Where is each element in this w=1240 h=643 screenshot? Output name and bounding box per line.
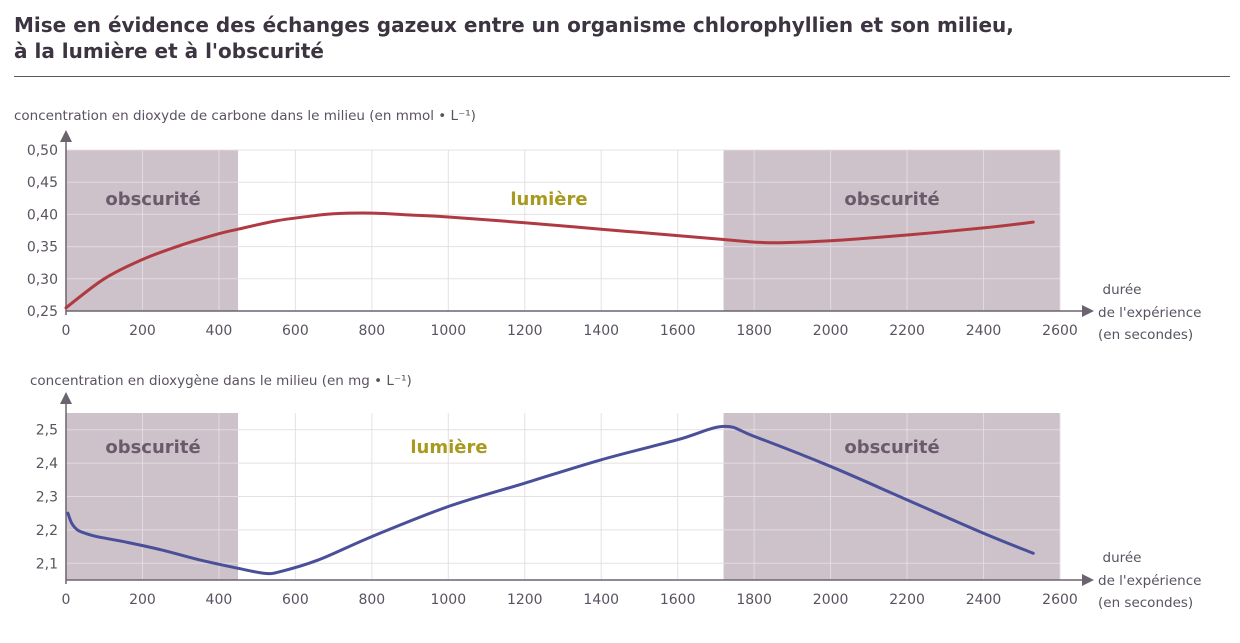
co2-x-tick-label-6: 1200 <box>507 323 543 339</box>
o2-y-tick-label-2: 2,3 <box>36 490 58 506</box>
co2-x-tick-label-12: 2400 <box>966 323 1002 339</box>
o2-y-tick-label-0: 2,1 <box>36 556 58 572</box>
o2-x-axis-label-1: de l'expérience <box>1098 573 1201 589</box>
co2-x-tick-label-13: 2600 <box>1042 323 1078 339</box>
o2-x-tick-label-2: 400 <box>206 592 233 608</box>
co2-x-tick-label-8: 1600 <box>660 323 696 339</box>
co2-x-tick-label-4: 800 <box>358 323 385 339</box>
co2-x-tick-label-11: 2200 <box>889 323 925 339</box>
co2-y-tick-label-1: 0,30 <box>27 272 58 288</box>
o2-y-axis-arrow <box>60 392 72 404</box>
title-line-2: à la lumière et à l'obscurité <box>14 39 324 63</box>
o2-x-axis-label-2: (en secondes) <box>1098 595 1193 611</box>
co2-y-tick-label-4: 0,45 <box>27 175 58 191</box>
o2-x-tick-label-13: 2600 <box>1042 592 1078 608</box>
co2-x-tick-label-9: 1800 <box>736 323 772 339</box>
o2-x-tick-label-9: 1800 <box>736 592 772 608</box>
co2-y-tick-label-2: 0,35 <box>27 240 58 256</box>
o2-x-tick-label-6: 1200 <box>507 592 543 608</box>
co2-x-axis-arrow <box>1082 305 1094 317</box>
co2-zone-dark-2 <box>723 150 1060 311</box>
co2-x-tick-label-3: 600 <box>282 323 309 339</box>
o2-x-tick-label-5: 1000 <box>430 592 466 608</box>
o2-x-tick-label-12: 2400 <box>966 592 1002 608</box>
o2-zone-label-2: obscurité <box>844 437 939 458</box>
o2-zone-label-0: obscurité <box>105 437 200 458</box>
co2-series-line-0 <box>64 211 1035 310</box>
co2-x-tick-label-10: 2000 <box>813 323 849 339</box>
o2-x-tick-label-10: 2000 <box>813 592 849 608</box>
o2-x-tick-label-8: 1600 <box>660 592 696 608</box>
co2-y-tick-label-5: 0,50 <box>27 143 58 159</box>
o2-y-tick-label-3: 2,4 <box>36 456 58 472</box>
co2-zone-label-0: obscurité <box>105 189 200 210</box>
o2-x-tick-label-3: 600 <box>282 592 309 608</box>
o2-series-line-0 <box>66 424 1035 576</box>
o2-x-axis-label-0: durée <box>1103 550 1142 566</box>
o2-x-tick-label-11: 2200 <box>889 592 925 608</box>
co2-x-axis-label-0: durée <box>1103 282 1142 298</box>
o2-x-axis-arrow <box>1082 574 1094 586</box>
page-title: Mise en évidence des échanges gazeux ent… <box>14 12 1214 64</box>
co2-zone-label-2: obscurité <box>844 189 939 210</box>
co2-x-tick-label-1: 200 <box>129 323 156 339</box>
title-divider <box>14 76 1230 77</box>
o2-zone-label-1: lumière <box>410 437 487 458</box>
o2-y-axis-label: concentration en dioxygène dans le milie… <box>30 373 412 389</box>
o2-x-tick-label-0: 0 <box>62 592 71 608</box>
co2-zone-label-1: lumière <box>510 189 587 210</box>
co2-y-axis-label: concentration en dioxyde de carbone dans… <box>14 108 476 124</box>
co2-y-tick-label-3: 0,40 <box>27 207 58 223</box>
co2-y-tick-label-0: 0,25 <box>27 304 58 320</box>
o2-y-tick-label-1: 2,2 <box>36 523 58 539</box>
co2-x-axis-label-1: de l'expérience <box>1098 305 1201 321</box>
co2-x-tick-label-0: 0 <box>62 323 71 339</box>
o2-x-tick-label-4: 800 <box>358 592 385 608</box>
o2-x-tick-label-1: 200 <box>129 592 156 608</box>
o2-y-tick-label-4: 2,5 <box>36 423 58 439</box>
co2-x-tick-label-7: 1400 <box>583 323 619 339</box>
co2-y-axis-arrow <box>60 130 72 142</box>
co2-x-tick-label-2: 400 <box>206 323 233 339</box>
title-line-1: Mise en évidence des échanges gazeux ent… <box>14 13 1014 37</box>
o2-x-tick-label-7: 1400 <box>583 592 619 608</box>
co2-x-axis-label-2: (en secondes) <box>1098 327 1193 343</box>
co2-x-tick-label-5: 1000 <box>430 323 466 339</box>
